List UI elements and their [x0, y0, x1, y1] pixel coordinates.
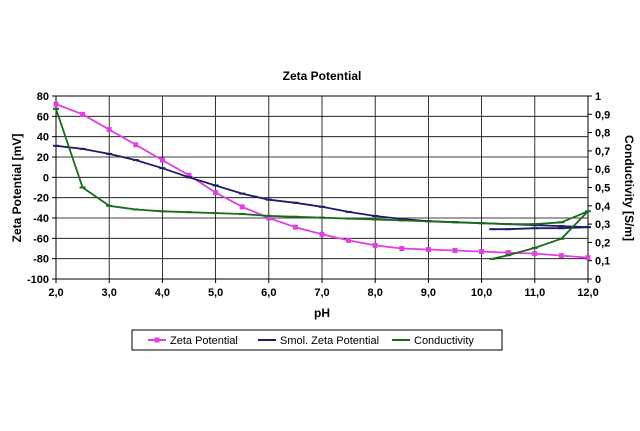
zeta-potential-series [53, 101, 591, 261]
y2-tick-label: 0,3 [595, 219, 610, 231]
y-axis-title: Zeta Potential [mV] [10, 134, 24, 243]
zeta-potential-point [479, 249, 485, 255]
x-tick-label: 11,0 [524, 287, 545, 299]
zeta-potential-point [585, 255, 591, 261]
zeta-potential-point [239, 204, 245, 210]
y-tick-label: -60 [33, 233, 49, 245]
legend: Zeta Potential Smol. Zeta Potential Conduc… [131, 329, 503, 351]
conductivity-legend-label: Conductivity [414, 335, 474, 347]
zeta-potential-point [425, 247, 431, 253]
y2-axis-title: Conductivity [S/m] [622, 135, 636, 241]
y-tick-label: 60 [37, 111, 49, 123]
y2-tick-label: 0,7 [595, 146, 610, 158]
y2-tick-label: 0,1 [595, 256, 610, 268]
x-tick-label: 2,0 [48, 287, 63, 299]
zeta-potential-point [532, 251, 538, 257]
y-tick-label: -80 [33, 254, 49, 266]
zeta-potential-point [106, 127, 112, 133]
x-tick-label: 7,0 [314, 287, 329, 299]
y-tick-label: 0 [43, 172, 49, 184]
y-tick-label: -100 [27, 274, 49, 286]
zeta-potential-point [292, 224, 298, 230]
zeta-potential-point [319, 231, 325, 237]
y-tick-label: 20 [37, 152, 49, 164]
x-tick-label: 6,0 [261, 287, 276, 299]
zeta-potential-point [133, 142, 139, 148]
x-axis-title: pH [314, 306, 330, 320]
zeta-potential-point [505, 250, 511, 256]
chart-title: Zeta Potential [283, 69, 362, 83]
zeta-potential-point [346, 237, 352, 243]
legend-box [131, 329, 503, 351]
x-tick-label: 10,0 [471, 287, 492, 299]
series-layer [53, 101, 591, 261]
x-tick-label: 3,0 [102, 287, 117, 299]
y2-tick-label: 0,6 [595, 164, 610, 176]
y2-tick-label: 0,2 [595, 237, 610, 249]
x-tick-label: 8,0 [368, 287, 383, 299]
tick-labels: 2,0 3,0 4,0 5,0 6,0 7,0 8,0 9,0 10,0 11,0 12,0 -100… [27, 91, 611, 299]
x-tick-label: 12,0 [577, 287, 598, 299]
zeta-potential-point [213, 190, 219, 196]
smol-zeta-potential-legend-label: Smol. Zeta Potential [280, 335, 379, 347]
zeta-potential-legend-label: Zeta Potential [170, 335, 238, 347]
zeta-potential-point [53, 101, 59, 107]
y2-tick-label: 0,9 [595, 109, 610, 121]
zeta-potential-point [159, 157, 165, 163]
conductivity-series [53, 107, 591, 260]
zeta-potential-point [399, 246, 405, 251]
y-tick-label: 80 [37, 91, 49, 103]
y-tick-label: -20 [33, 193, 49, 205]
x-tick-label: 5,0 [208, 287, 223, 299]
y2-tick-label: 0,4 [595, 201, 611, 213]
zeta-potential-point [372, 242, 378, 248]
zeta-potential-point [186, 172, 192, 178]
x-tick-label: 4,0 [155, 287, 170, 299]
y2-tick-label: 0,5 [595, 183, 610, 195]
y-tick-label: 40 [37, 132, 49, 144]
zeta-potential-point [558, 253, 564, 259]
y2-tick-label: 0 [595, 274, 601, 286]
zeta-potential-legend-point [154, 337, 160, 343]
y-tick-label: -40 [33, 213, 49, 225]
zeta-potential-point [452, 248, 458, 254]
zeta-potential-point [266, 215, 272, 221]
zeta-potential-point [80, 111, 86, 117]
plot-frame [55, 95, 589, 280]
y2-tick-label: 0,8 [595, 128, 610, 140]
x-tick-label: 9,0 [421, 287, 436, 299]
y2-tick-label: 1 [595, 91, 601, 103]
